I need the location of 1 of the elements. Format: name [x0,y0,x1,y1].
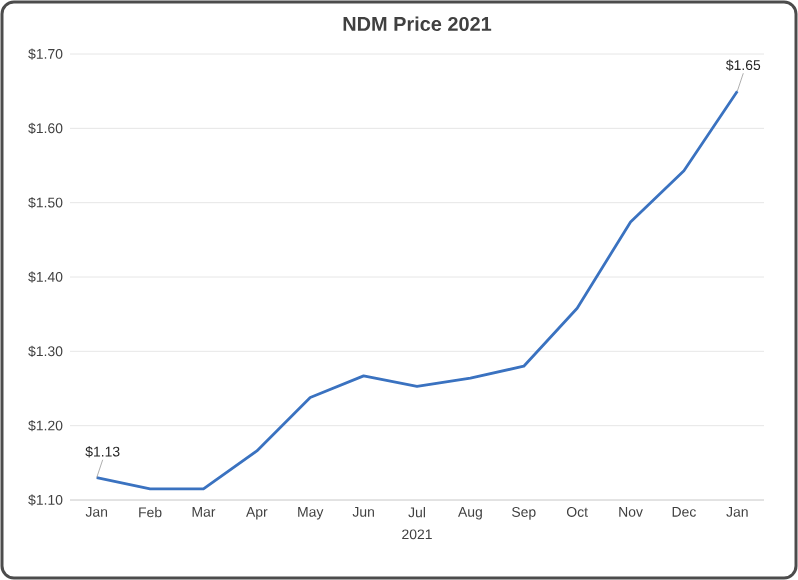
chart-title: NDM Price 2021 [343,16,492,32]
